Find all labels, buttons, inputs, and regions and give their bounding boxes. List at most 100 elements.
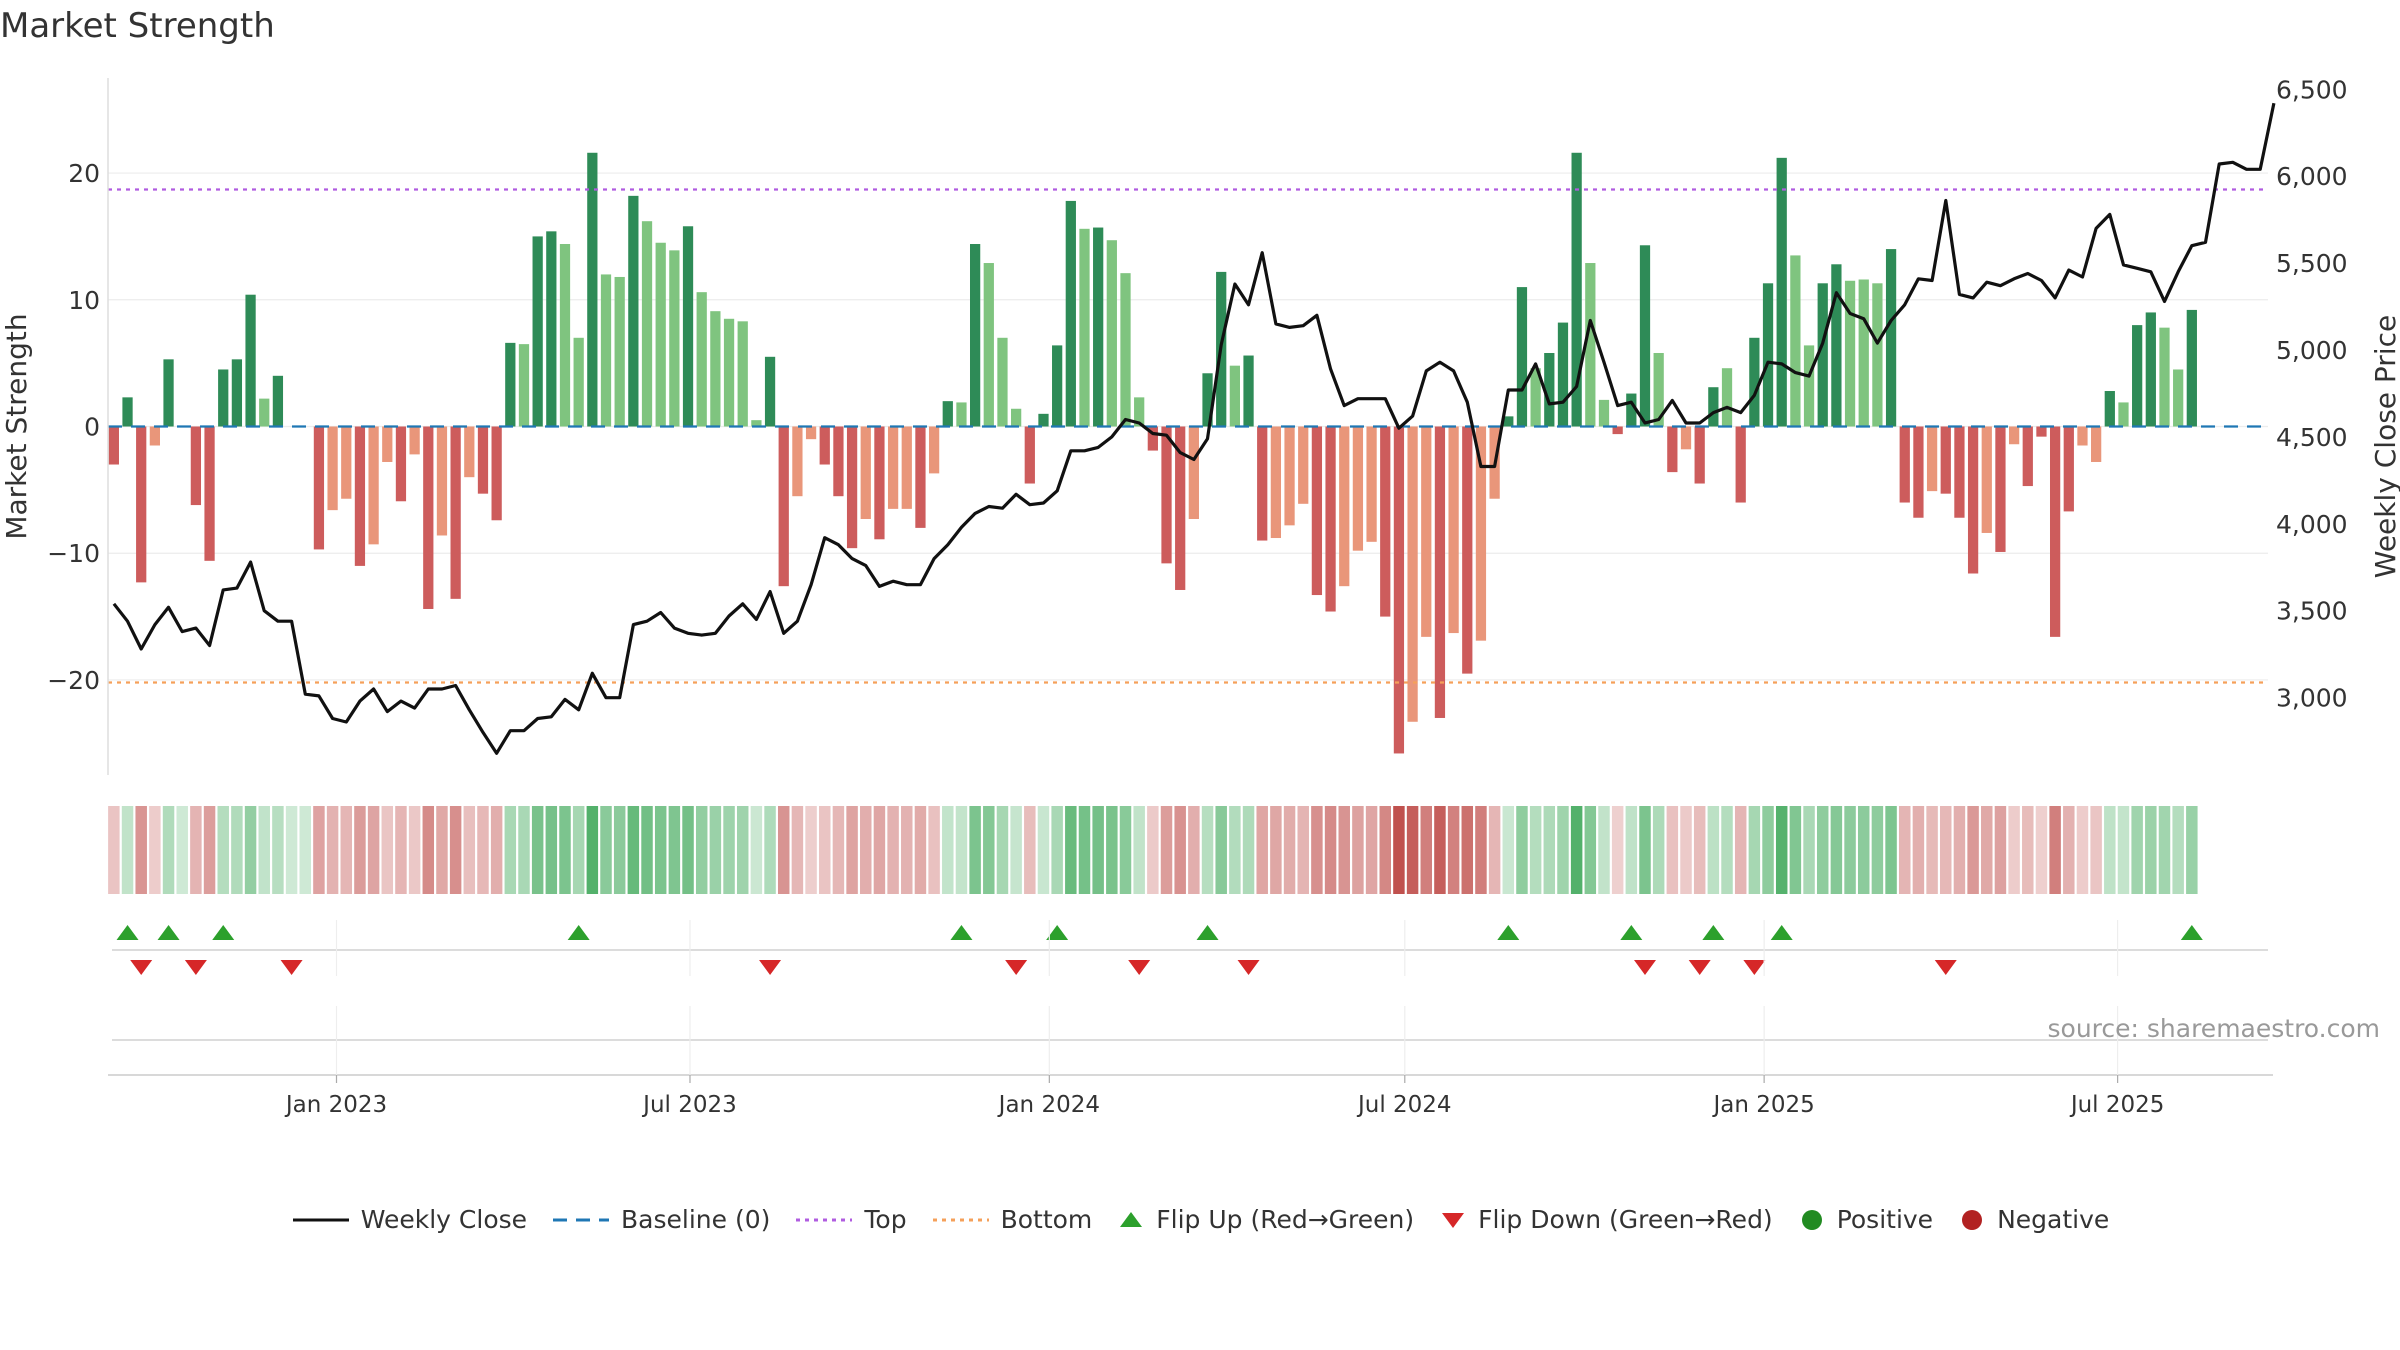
heat-cell (1611, 806, 1624, 894)
heat-cell (1680, 806, 1692, 894)
heat-cell (190, 806, 202, 894)
strength-bar (1844, 280, 1856, 427)
strength-bar (956, 402, 967, 427)
y2-axis-label: Weekly Close Price (2369, 315, 2400, 578)
heat-cell (1994, 806, 2007, 894)
strength-bar (1612, 426, 1623, 435)
legend-label: Weekly Close (360, 1205, 528, 1234)
x-tick-label: Jan 2024 (997, 1092, 1100, 1118)
flip-down-marker (1688, 960, 1711, 975)
heat-cell (2090, 806, 2102, 894)
x-tick-label: Jul 2024 (1356, 1092, 1452, 1118)
heat-cell (819, 806, 831, 894)
triangle-down-icon (1442, 1212, 1465, 1228)
strength-bar (997, 337, 1008, 427)
strength-bar (573, 337, 584, 427)
heat-cell (873, 806, 886, 894)
strength-bar (368, 426, 379, 545)
strength-bar (1462, 426, 1473, 674)
heat-cell (285, 806, 298, 894)
legend-item-negative: Negative (1957, 1205, 2109, 1234)
strength-bar (1475, 426, 1487, 641)
strength-bar (259, 398, 270, 427)
flip-up-marker (1046, 925, 1069, 940)
legend-item-flip_down: Flip Down (Green→Red) (1438, 1205, 1773, 1234)
heat-cell (1953, 806, 1966, 894)
y-axis-label: Market Strength (0, 313, 33, 539)
strength-bar (1257, 426, 1268, 541)
flip-up-marker (1497, 925, 1520, 940)
strength-bar (1298, 426, 1309, 504)
strength-bar (1188, 426, 1199, 520)
strength-bar (641, 221, 653, 427)
heat-cell (641, 806, 653, 894)
heat-cell (996, 806, 1009, 894)
strength-bar (1366, 426, 1377, 542)
strength-bar (1954, 426, 1965, 518)
strength-bar (805, 426, 817, 440)
heat-cell (2117, 806, 2130, 894)
heat-cell (559, 806, 571, 894)
negative-legend-icon (1962, 1209, 1983, 1230)
heat-cell (463, 806, 476, 894)
y-tick-label: 0 (84, 413, 100, 442)
heat-cell (176, 806, 188, 894)
heat-cell (1707, 806, 1720, 894)
strength-bar (1817, 283, 1828, 427)
strength-bar (1694, 426, 1705, 484)
strength-bar (1352, 426, 1364, 551)
heat-cell (1420, 806, 1433, 894)
y-tick-label: −10 (47, 539, 100, 568)
strength-bar (901, 426, 912, 509)
flip-down-marker (130, 960, 153, 975)
strength-bar (1667, 426, 1678, 473)
heat-cell (709, 806, 722, 894)
heat-cell (1502, 806, 1515, 894)
heat-cell (1748, 806, 1761, 894)
heat-cell (2158, 806, 2171, 894)
strength-bar (1339, 426, 1350, 587)
strength-bar (614, 276, 625, 427)
flip_up-legend-icon (1120, 1211, 1143, 1227)
strength-bar (423, 426, 434, 609)
strength-bar (764, 356, 776, 427)
heat-cell (969, 806, 981, 894)
strength-bar (1106, 240, 1117, 427)
flip-down-marker (759, 960, 782, 975)
strength-bar (2173, 369, 2184, 427)
heat-cell (340, 806, 353, 894)
heat-cell (1106, 806, 1118, 894)
legend-item-positive: Positive (1797, 1205, 1933, 1234)
flip-down-marker (184, 960, 207, 975)
strength-bar (2145, 312, 2156, 427)
heat-cell (1174, 806, 1186, 894)
heat-cell (217, 806, 229, 894)
strength-bar (395, 426, 407, 502)
strength-bar (532, 236, 543, 427)
strength-bar (915, 426, 926, 528)
strength-bar (477, 426, 489, 494)
heat-cell (231, 806, 243, 894)
heat-cell (764, 806, 776, 894)
heat-cell (395, 806, 407, 894)
heat-cell (477, 806, 489, 894)
heat-cell (1652, 806, 1665, 894)
strength-bar (1325, 426, 1336, 612)
strength-bar (2036, 426, 2047, 437)
flip-down-marker (1934, 960, 1957, 975)
strength-bar (1407, 426, 1418, 722)
x-tick-label: Jul 2023 (641, 1092, 737, 1118)
strength-bar (737, 321, 748, 427)
strength-bar (1380, 426, 1391, 617)
heat-cell (805, 806, 817, 894)
heat-cell (1666, 806, 1679, 894)
legend: Weekly Close Baseline (0) Top Bottom Flip Up… (0, 1205, 2400, 1234)
heat-cell (2076, 806, 2089, 894)
strength-bar (1995, 426, 2006, 552)
strength-bar (1708, 387, 1719, 427)
strength-bar (819, 426, 830, 465)
heat-cell (1639, 806, 1651, 894)
flip_down-legend-icon (1442, 1212, 1465, 1228)
flip-up-marker (1196, 925, 1219, 940)
bottom-legend-icon (932, 1218, 989, 1221)
